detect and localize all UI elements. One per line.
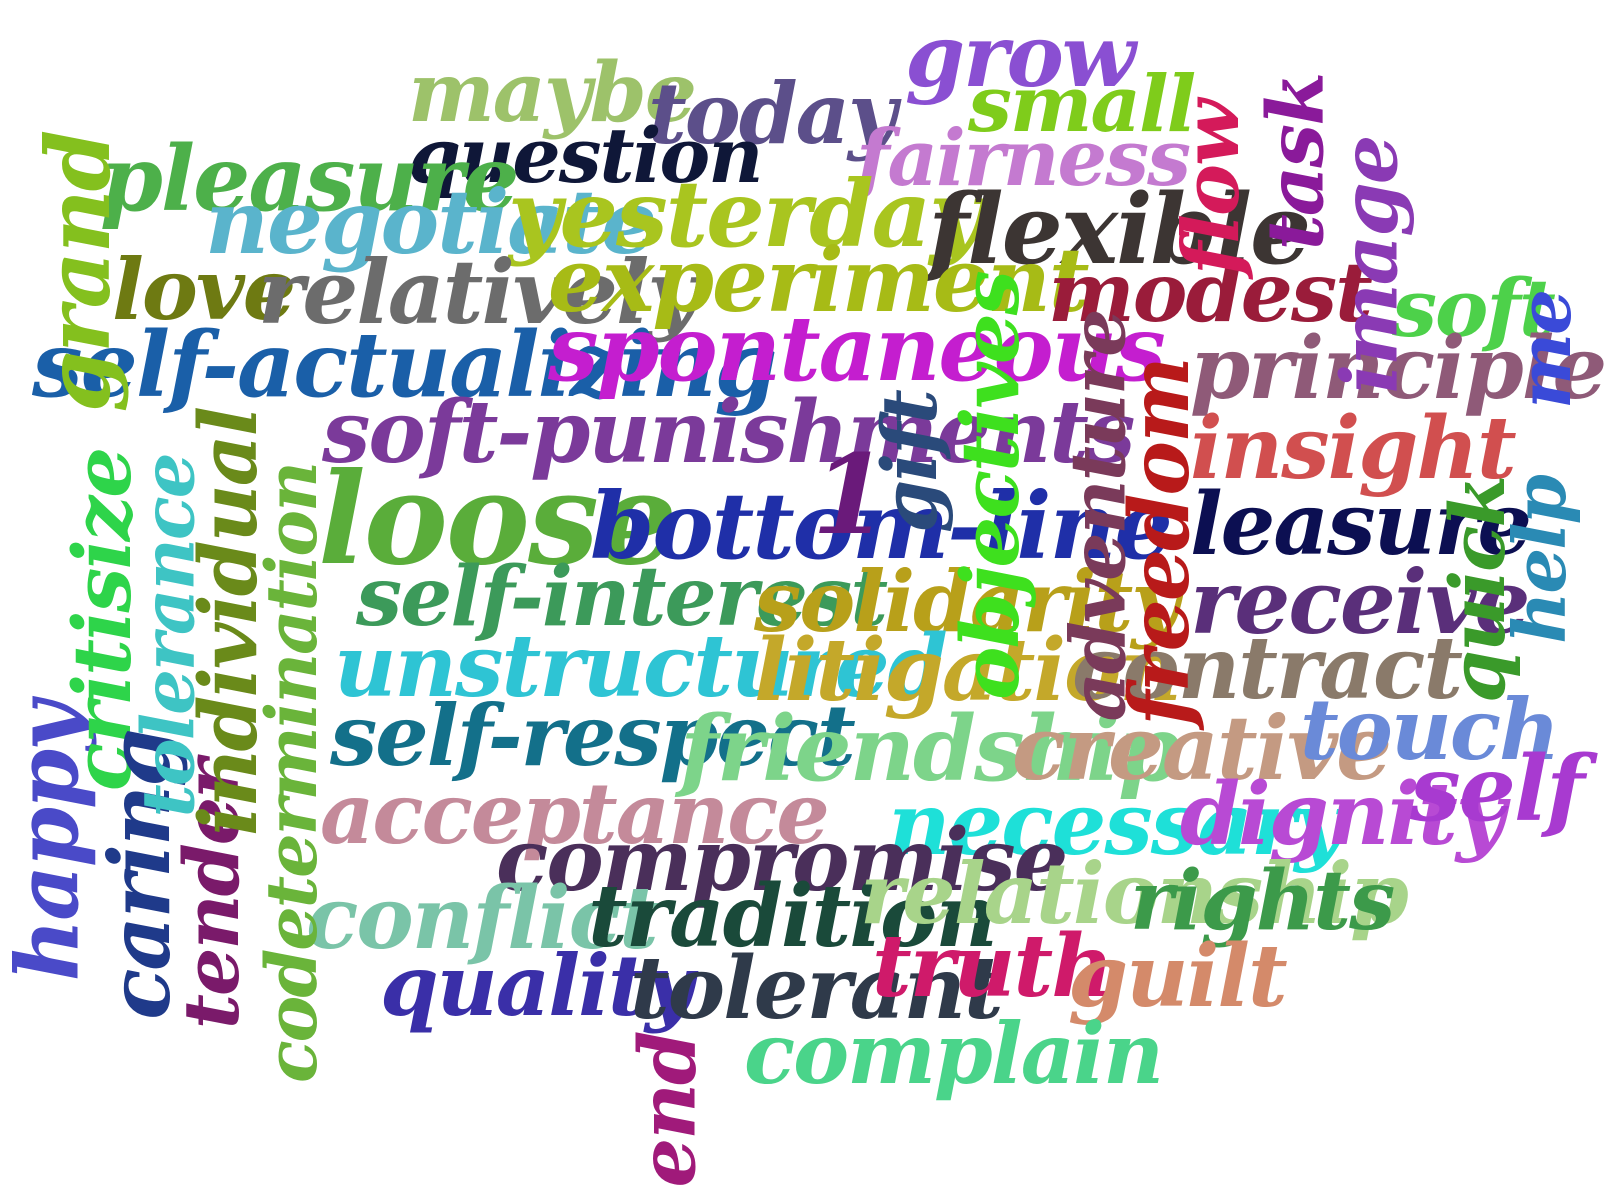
word-me: me	[1502, 291, 1587, 409]
word-relatively: relatively	[258, 240, 699, 344]
word-insight: insight	[1190, 398, 1517, 499]
word-1: 1	[812, 430, 889, 559]
word-principle: principle	[1190, 318, 1605, 419]
word-flow: flow	[1166, 100, 1258, 276]
word-guilt: guilt	[1068, 926, 1288, 1027]
word-gift: gift	[864, 391, 954, 533]
word-self: self	[1410, 736, 1585, 842]
word-soft: soft	[1392, 261, 1556, 355]
word-quick: quick	[1433, 476, 1523, 704]
word-flexible: flexible	[928, 173, 1311, 286]
word-loose: loose	[318, 445, 677, 593]
word-touch: touch	[1300, 680, 1560, 779]
word-question: question	[408, 111, 763, 200]
word-pleasure: pleasure	[100, 126, 519, 232]
word-task: task	[1249, 73, 1341, 251]
word-love: love	[112, 240, 296, 339]
word-necessary: necessary	[888, 774, 1344, 875]
word-objectives: objectives	[942, 272, 1037, 700]
word-grand: grand	[26, 131, 131, 413]
word-tolerant: tolerant	[630, 938, 1004, 1039]
word-self-respect: self-respect	[330, 686, 856, 785]
word-complain: complain	[744, 1004, 1164, 1103]
word-modest: modest	[1048, 245, 1373, 341]
word-codetermination: codetermination	[249, 463, 333, 1083]
word-quality: quality	[380, 936, 694, 1035]
word-dignity: dignity	[1180, 764, 1506, 865]
word-truth: truth	[872, 916, 1114, 1017]
word-bottom-line: bottom-line	[590, 472, 1173, 580]
word-conflict: conflict	[306, 868, 659, 969]
word-today: today	[648, 64, 897, 163]
word-self-actualizing: self-actualizing	[32, 312, 777, 418]
word-negotiate: negotiate	[205, 170, 657, 274]
word-grow: grow	[905, 6, 1136, 107]
word-maybe: maybe	[408, 45, 697, 141]
word-self-interest: self-interest	[356, 549, 888, 645]
word-freedom: freedom	[1111, 358, 1208, 726]
word-relationship: relationship	[860, 844, 1409, 943]
word-image: image	[1323, 136, 1415, 394]
word-contract: contract	[1072, 618, 1463, 719]
word-creative: creative	[1012, 696, 1392, 800]
word-spontaneous: spontaneous	[548, 296, 1166, 402]
word-fairness: fairness	[856, 113, 1191, 204]
word-yesterday: yesterday	[508, 160, 983, 268]
word-unstructured: unstructured	[334, 616, 948, 717]
word-small: small	[968, 59, 1196, 150]
word-rights: rights	[1130, 853, 1395, 949]
word-experiment: experiment	[548, 228, 1089, 332]
word-leasure: leasure	[1190, 474, 1532, 575]
word-friendship: friendship	[680, 696, 1181, 802]
word-acceptance: acceptance	[320, 764, 830, 863]
word-receive: receive	[1190, 550, 1530, 654]
word-soft-punishments: soft-punishments	[322, 382, 1135, 483]
word-tradition: tradition	[588, 866, 998, 967]
word-compromise: compromise	[496, 810, 1068, 911]
word-end: end	[621, 1032, 713, 1188]
word-litigation: litigation	[754, 620, 1182, 721]
word-solidarity: solidarity	[754, 552, 1180, 651]
